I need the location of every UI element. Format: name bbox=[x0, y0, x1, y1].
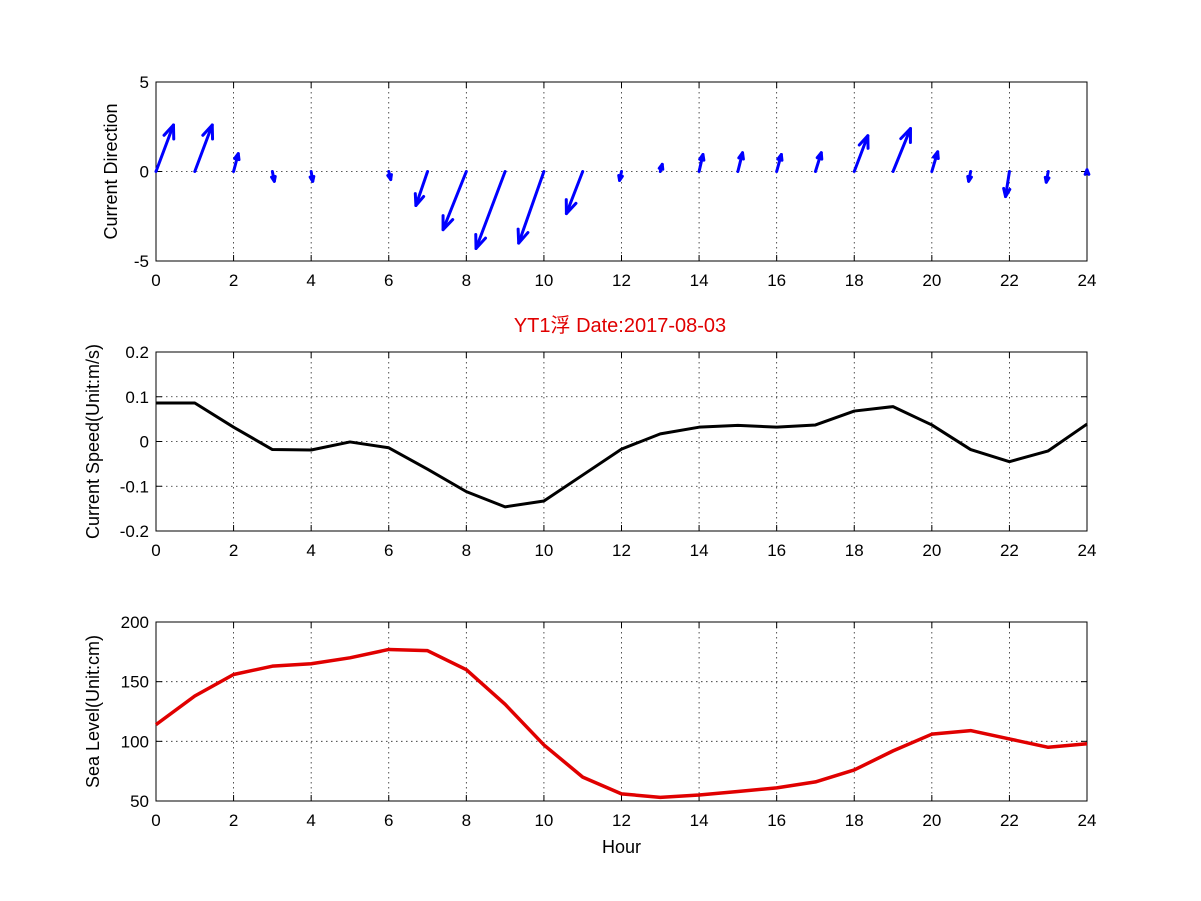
x-tick-label: 24 bbox=[1078, 811, 1097, 830]
direction-arrow-head bbox=[308, 174, 316, 183]
x-tick-label: 4 bbox=[306, 541, 315, 560]
direction-arrow-head bbox=[857, 134, 870, 150]
direction-arrow-head bbox=[413, 192, 426, 208]
y-tick-label: 5 bbox=[140, 73, 149, 92]
direction-arrow-head bbox=[1043, 175, 1051, 184]
x-tick-label: 12 bbox=[612, 541, 631, 560]
y-tick-label: 0.2 bbox=[125, 343, 149, 362]
axes-background bbox=[155, 621, 1088, 802]
direction-arrow-head bbox=[617, 174, 624, 182]
x-tick-label: 16 bbox=[767, 541, 786, 560]
x-tick-label: 24 bbox=[1078, 271, 1097, 290]
x-tick-label: 16 bbox=[767, 271, 786, 290]
x-tick-label: 14 bbox=[690, 811, 709, 830]
x-tick-label: 8 bbox=[462, 541, 471, 560]
x-tick-label: 2 bbox=[229, 541, 238, 560]
direction-arrow-head bbox=[698, 152, 706, 162]
y-tick-label: 100 bbox=[121, 732, 149, 751]
current-speed-panel: 0 2 4 6 8 10 12 14 16 18 20 22 24-0.2-0.100.10.2Curr… bbox=[83, 343, 1096, 560]
x-tick-label: 4 bbox=[306, 811, 315, 830]
x-tick-label: 18 bbox=[845, 811, 864, 830]
direction-arrow-head bbox=[564, 198, 578, 216]
direction-arrow-shaft bbox=[414, 170, 430, 208]
x-tick-label: 0 bbox=[151, 811, 160, 830]
x-tick-label: 14 bbox=[690, 541, 709, 560]
x-tick-label: 6 bbox=[384, 811, 393, 830]
y-tick-label: 0 bbox=[140, 163, 149, 182]
direction-arrow-shaft bbox=[852, 134, 870, 173]
direction-arrow-head bbox=[1002, 186, 1012, 199]
direction-arrow-shaft bbox=[441, 170, 468, 232]
direction-arrow-head bbox=[737, 151, 745, 161]
x-tick-label: 20 bbox=[922, 271, 941, 290]
y-axis-label: Sea Level(Unit:cm) bbox=[83, 635, 103, 788]
y-tick-label: 150 bbox=[121, 673, 149, 692]
y-tick-label: 200 bbox=[121, 613, 149, 632]
direction-arrow-shaft bbox=[1004, 170, 1011, 199]
direction-arrow-head bbox=[931, 150, 940, 161]
y-tick-label: -5 bbox=[134, 252, 149, 271]
y-tick-label: -0.1 bbox=[120, 477, 149, 496]
direction-arrow-head bbox=[899, 127, 912, 145]
direction-arrow-shaft bbox=[564, 170, 585, 216]
direction-arrow-head bbox=[815, 151, 824, 161]
x-tick-label: 22 bbox=[1000, 811, 1019, 830]
x-tick-label: 24 bbox=[1078, 541, 1097, 560]
direction-arrow-head bbox=[441, 214, 455, 232]
x-tick-label: 14 bbox=[690, 271, 709, 290]
current-speed-line bbox=[156, 401, 1088, 509]
y-axis-label: Current Direction bbox=[101, 103, 121, 239]
direction-arrow-head bbox=[201, 123, 215, 141]
x-axis-label: Hour bbox=[602, 837, 641, 857]
x-tick-label: 22 bbox=[1000, 541, 1019, 560]
x-tick-label: 20 bbox=[922, 811, 941, 830]
y-tick-label: 0 bbox=[140, 433, 149, 452]
direction-arrow-shaft bbox=[193, 123, 214, 173]
direction-arrow-shaft bbox=[154, 123, 175, 173]
x-tick-label: 2 bbox=[229, 811, 238, 830]
x-tick-label: 18 bbox=[845, 541, 864, 560]
x-tick-label: 18 bbox=[845, 271, 864, 290]
x-tick-label: 0 bbox=[151, 271, 160, 290]
x-tick-label: 22 bbox=[1000, 271, 1019, 290]
direction-arrow-head bbox=[1083, 168, 1091, 176]
direction-arrow-head bbox=[776, 152, 784, 162]
direction-arrow-head bbox=[966, 174, 973, 183]
direction-arrow-head bbox=[233, 152, 241, 162]
direction-arrow-head bbox=[162, 123, 176, 141]
x-tick-label: 12 bbox=[612, 271, 631, 290]
x-tick-label: 10 bbox=[534, 541, 553, 560]
direction-arrow-head bbox=[657, 162, 665, 171]
x-tick-label: 12 bbox=[612, 811, 631, 830]
direction-arrow-shaft bbox=[474, 170, 507, 250]
direction-arrow-head bbox=[516, 227, 530, 245]
y-tick-label: 50 bbox=[130, 792, 149, 811]
x-tick-label: 2 bbox=[229, 271, 238, 290]
x-tick-label: 10 bbox=[534, 271, 553, 290]
direction-arrow-shaft bbox=[517, 170, 546, 245]
y-tick-label: 0.1 bbox=[125, 388, 149, 407]
x-tick-label: 6 bbox=[384, 541, 393, 560]
y-tick-label: -0.2 bbox=[120, 522, 149, 541]
x-tick-label: 10 bbox=[534, 811, 553, 830]
direction-arrow-head bbox=[386, 173, 393, 182]
x-tick-label: 0 bbox=[151, 541, 160, 560]
direction-arrow-shaft bbox=[891, 127, 912, 173]
chart-title: YT1浮 Date:2017-08-03 bbox=[514, 314, 726, 337]
x-tick-label: 20 bbox=[922, 541, 941, 560]
x-tick-label: 4 bbox=[306, 271, 315, 290]
x-tick-label: 8 bbox=[462, 271, 471, 290]
x-tick-label: 6 bbox=[384, 271, 393, 290]
direction-arrow-head bbox=[270, 174, 277, 183]
y-axis-label: Current Speed(Unit:m/s) bbox=[83, 344, 103, 539]
x-tick-label: 16 bbox=[767, 811, 786, 830]
direction-arrow-head bbox=[474, 232, 487, 250]
sea-level-line bbox=[154, 647, 1088, 800]
x-tick-label: 8 bbox=[462, 811, 471, 830]
